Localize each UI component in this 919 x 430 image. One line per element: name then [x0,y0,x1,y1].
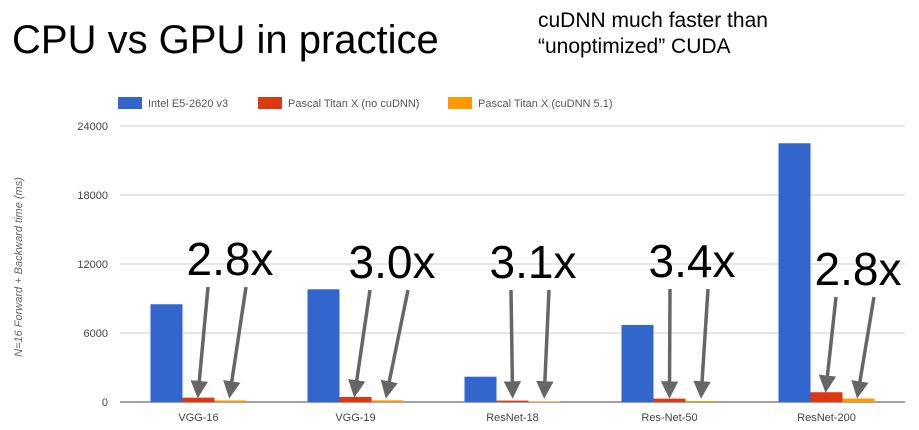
bar [307,289,340,402]
annotation-arrow [348,289,372,398]
bar [214,400,247,402]
bar [496,400,529,402]
legend-label: Pascal Titan X (cuDNN 5.1) [478,98,613,110]
speedup-annotation: 2.8x [815,243,902,295]
bar [621,324,654,402]
annotation-arrow [223,286,248,399]
legend-swatch [118,97,142,109]
annotation-arrow [660,288,679,399]
bar [371,400,404,402]
legend-label: Intel E5-2620 v3 [148,98,228,110]
annotation-arrow [190,286,210,399]
y-tick-label: 18000 [77,190,108,202]
x-tick-label: ResNet-200 [797,412,856,424]
slide-title: CPU vs GPU in practice [12,18,439,62]
speedup-annotation: 3.4x [649,235,736,287]
y-tick-label: 24000 [77,121,108,133]
bar [150,304,183,402]
x-tick-label: ResNet-18 [486,412,539,424]
bar [464,376,497,402]
x-tick-label: VGG-16 [178,412,218,424]
x-tick-label: Res-Net-50 [641,412,697,424]
y-tick-label: 0 [102,397,108,409]
note-line-2: “unoptimized” CUDA [538,35,731,58]
legend-swatch [448,97,472,109]
bar [182,397,215,402]
y-axis-label: N=16 Forward + Backward time (ms) [13,177,25,357]
bar [778,143,811,402]
annotation-arrow [818,296,838,393]
annotation-arrow [851,296,876,399]
note-line-1: cuDNN much faster than [538,9,768,32]
speedup-annotation: 3.1x [490,236,577,288]
annotation-arrow [536,289,554,399]
bar [842,398,875,402]
y-tick-label: 6000 [84,328,108,340]
slide-note: cuDNN much faster than “unoptimized” CUD… [538,8,768,60]
speedup-annotation: 2.8x [187,233,274,285]
speedup-annotation: 3.0x [349,236,436,288]
bar [339,396,372,402]
x-tick-label: VGG-19 [335,412,375,424]
annotation-arrow [693,288,711,399]
legend-swatch [258,97,282,109]
legend-label: Pascal Titan X (no cuDNN) [288,98,419,110]
y-tick-label: 12000 [77,259,108,271]
annotation-arrow [380,289,410,399]
annotation-arrow [503,289,522,399]
bar [810,392,843,402]
bar [653,398,686,402]
bar [685,401,718,402]
